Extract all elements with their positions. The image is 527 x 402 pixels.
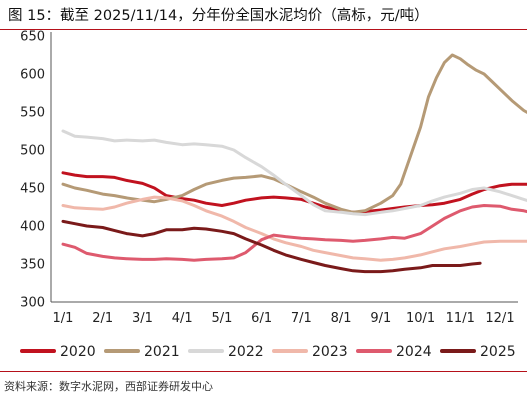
x-tick-label: 10/1 [406, 311, 435, 326]
legend-label-2020: 2020 [60, 344, 96, 360]
source-note: 资料来源：数字水泥网，西部证券研发中心 [4, 380, 213, 393]
legend-label-2022: 2022 [228, 344, 264, 360]
x-tick-label: 8/1 [331, 311, 352, 326]
chart-series-lines [61, 53, 527, 274]
x-tick-label: 12/1 [485, 311, 514, 326]
legend-label-2024: 2024 [396, 344, 432, 360]
y-tick-label: 600 [20, 68, 45, 83]
y-tick-label: 300 [20, 296, 45, 311]
y-tick-label: 500 [20, 144, 45, 159]
series-line-2020 [61, 171, 527, 214]
chart-legend: 2020 2021 2022 2023 2024 2025 [20, 344, 516, 360]
series-line-2022 [61, 129, 527, 217]
series-line-2021 [61, 53, 527, 214]
x-tick-label: 7/1 [291, 311, 312, 326]
x-tick-label: 11/1 [446, 311, 475, 326]
y-tick-label: 400 [20, 220, 45, 235]
series-line-2023 [61, 195, 527, 262]
y-tick-label: 450 [20, 182, 45, 197]
x-tick-label: 6/1 [251, 311, 272, 326]
source-divider [0, 371, 527, 372]
x-tick-label: 3/1 [132, 311, 153, 326]
legend-label-2023: 2023 [312, 344, 348, 360]
y-tick-label: 650 [20, 30, 45, 45]
x-tick-label: 4/1 [172, 311, 193, 326]
series-line-2024 [61, 204, 527, 262]
x-tick-label: 1/1 [53, 311, 74, 326]
x-tick-label: 2/1 [92, 311, 113, 326]
y-tick-label: 350 [20, 258, 45, 273]
x-tick-label: 9/1 [370, 311, 391, 326]
title-divider [0, 29, 527, 30]
series-line-2025 [61, 219, 482, 274]
legend-label-2021: 2021 [144, 344, 180, 360]
chart-axes: 300 350 400 450 500 550 600 650 1/1 2/1 3/1 4/1 5/1 6… [20, 30, 518, 326]
x-tick-label: 5/1 [211, 311, 232, 326]
y-tick-label: 550 [20, 106, 45, 121]
legend-label-2025: 2025 [480, 344, 516, 360]
chart-title: 图 15：截至 2025/11/14，分年份全国水泥均价（高标，元/吨） [8, 8, 429, 24]
